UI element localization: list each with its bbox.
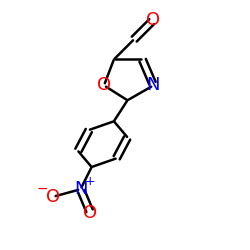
Text: O: O xyxy=(97,76,111,94)
Text: O: O xyxy=(46,188,60,206)
Text: N: N xyxy=(147,76,160,94)
Text: −: − xyxy=(36,182,48,196)
Text: O: O xyxy=(83,204,98,222)
Text: O: O xyxy=(146,11,160,29)
Text: +: + xyxy=(85,175,96,188)
Text: N: N xyxy=(74,180,87,198)
